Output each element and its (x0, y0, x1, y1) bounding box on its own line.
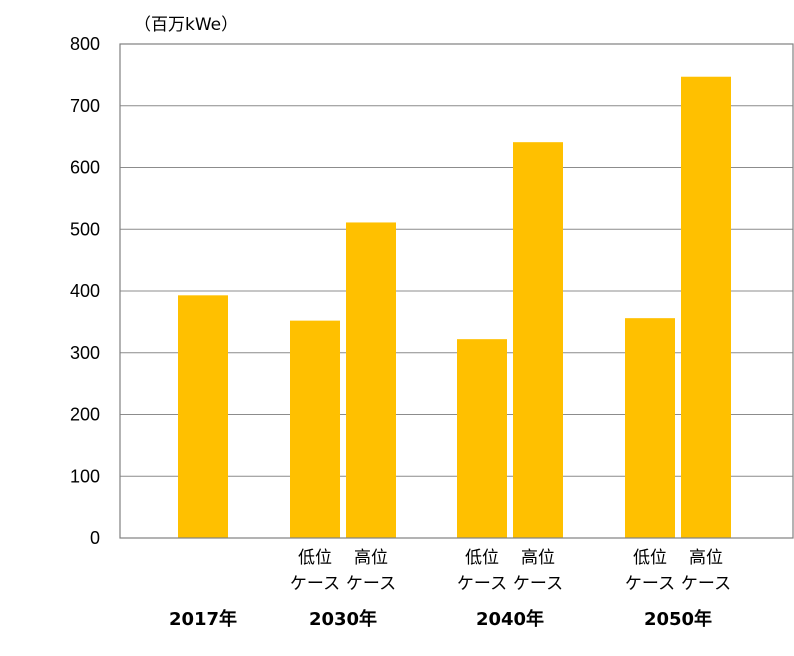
y-tick-label: 400 (70, 281, 100, 301)
case-label: 高位ケース (513, 548, 563, 594)
x-group-label: 2017年 (169, 608, 237, 630)
bar (681, 76, 731, 538)
y-tick-label: 600 (70, 158, 100, 178)
plot-area-frame (119, 43, 794, 539)
case-label: 低位ケース (625, 548, 675, 594)
bar (346, 222, 396, 538)
bar (290, 320, 340, 538)
y-tick-label: 500 (70, 219, 100, 239)
case-label: 低位ケース (290, 548, 340, 594)
case-label: 高位ケース (346, 548, 396, 594)
y-tick-label: 200 (70, 405, 100, 425)
x-group-label: 2050年 (644, 608, 712, 630)
y-tick-label: 800 (70, 34, 100, 54)
bars (178, 76, 731, 538)
y-tick-label: 100 (70, 466, 100, 486)
case-label: 高位ケース (681, 548, 731, 594)
y-tick-label: 300 (70, 343, 100, 363)
y-tick-label: 700 (70, 96, 100, 116)
y-tick-label: 0 (90, 528, 100, 548)
bar (513, 142, 563, 538)
bar (178, 295, 228, 538)
x-group-label: 2040年 (476, 608, 544, 630)
x-group-label: 2030年 (309, 608, 377, 630)
bar (457, 339, 507, 538)
y-axis-unit-label: （百万kWe） (134, 15, 238, 35)
y-axis-ticks: 0 100 200 300 400 500 600 700 800 (70, 34, 100, 548)
case-label: 低位ケース (457, 548, 507, 594)
group-labels: 2017年 2030年 2040年 2050年 (169, 608, 712, 630)
bar (625, 318, 675, 538)
